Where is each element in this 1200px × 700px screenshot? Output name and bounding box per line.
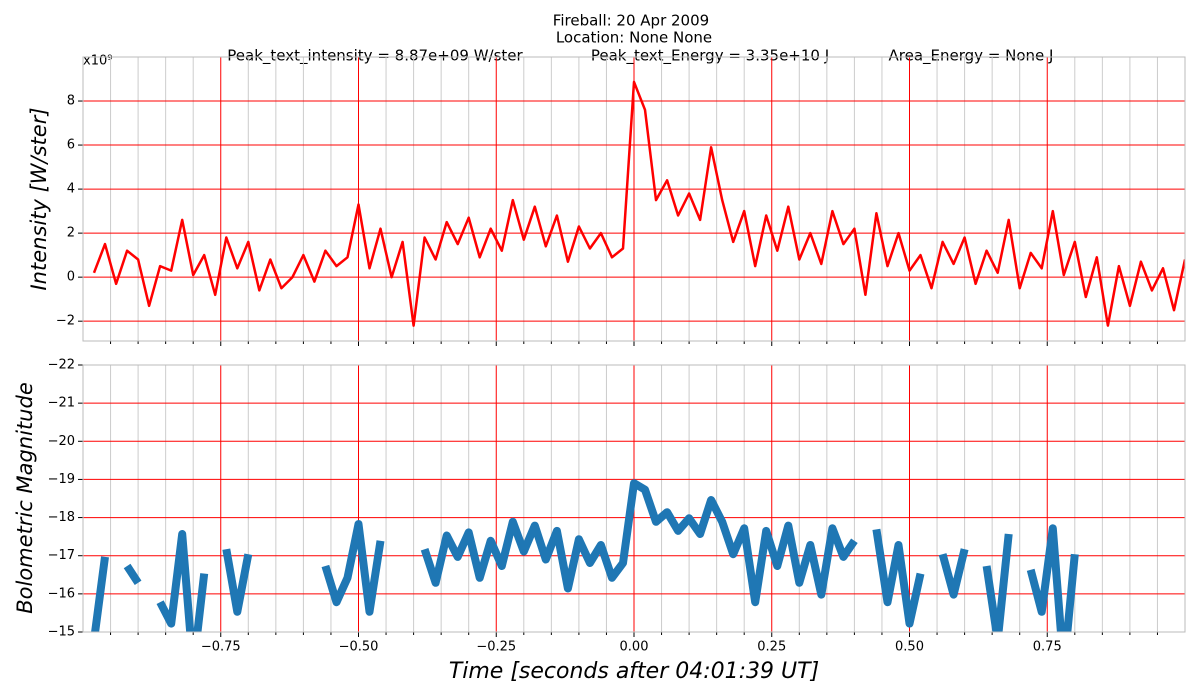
y-tick-label: −15 [48,625,75,640]
x-tick-label: −0.75 [201,640,241,655]
y-tick-label: −22 [48,358,75,373]
x-axis-label: Time [seconds after 04:01:39 UT] [449,659,819,684]
y-tick-label: 8 [67,94,75,109]
y-tick-label: 0 [67,270,75,285]
x-tick-label: 0.25 [757,640,786,655]
y-tick-label: −16 [48,586,75,601]
x-tick-label: 0.50 [895,640,924,655]
axes-frame [82,56,1186,342]
axes-frame [82,364,1186,633]
y-tick-label: 6 [67,138,75,153]
chart-title: Fireball: 20 Apr 2009 [553,12,709,30]
subtitle: Location: None None [556,29,712,47]
annotation: Peak_text_Energy = 3.35e+10 J [591,47,829,66]
annotation: Peak_text_intensity = 8.87e+09 W/ster [227,47,523,66]
y-tick-label: −2 [56,314,75,329]
x-tick-label: −0.25 [476,640,516,655]
y-tick-label: −19 [48,472,75,487]
y-tick-label: −20 [48,434,75,449]
y-tick-label: −21 [48,396,75,411]
y-tick-label: −17 [48,548,75,563]
x-tick-label: −0.50 [339,640,379,655]
y-tick-label: 2 [67,226,75,241]
y-offset-label: x10⁹ [83,54,112,69]
y-tick-label: 4 [67,182,75,197]
x-tick-label: 0.75 [1033,640,1062,655]
y-axis-label: Intensity [W/ster] [27,107,51,290]
y-tick-label: −18 [48,510,75,525]
x-tick-label: 0.00 [620,640,649,655]
data-line [92,80,1185,327]
annotation: Area_Energy = None J [889,47,1054,66]
y-axis-label: Bolometric Magnitude [13,382,37,614]
